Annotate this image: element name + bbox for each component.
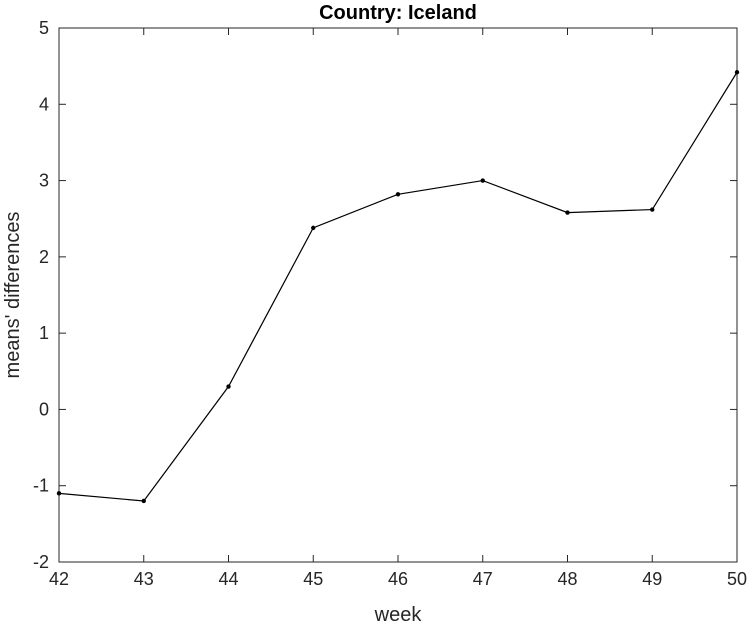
data-point <box>565 210 570 215</box>
x-tick-label: 43 <box>134 569 154 589</box>
data-point <box>141 498 146 504</box>
data-point <box>395 192 401 197</box>
y-tick-label: -1 <box>33 476 49 496</box>
x-tick-label: 49 <box>642 569 662 589</box>
y-tick-label: 0 <box>39 399 49 419</box>
x-tick-label: 48 <box>557 569 577 589</box>
data-point <box>650 207 655 212</box>
plot-area <box>58 27 738 563</box>
data-point <box>480 178 485 183</box>
chart-title: Country: Iceland <box>319 2 477 24</box>
data-point <box>311 225 316 231</box>
data-point <box>226 384 231 389</box>
y-axis-label: means' differences <box>2 212 24 379</box>
x-tick-label: 44 <box>218 569 238 589</box>
x-tick-label: 46 <box>388 569 408 589</box>
y-tick-label: -2 <box>33 552 49 572</box>
x-tick-label: 42 <box>49 569 69 589</box>
y-tick-label: 1 <box>39 323 49 343</box>
data-point <box>734 70 740 75</box>
x-tick-label: 45 <box>303 569 323 589</box>
data-points <box>56 70 740 504</box>
x-tick-label: 50 <box>727 569 747 589</box>
y-tick-label: 4 <box>39 94 49 114</box>
axis-ticks <box>58 27 738 563</box>
x-tick-label: 47 <box>473 569 493 589</box>
y-tick-label: 2 <box>39 247 49 267</box>
y-tick-label: 3 <box>39 171 49 191</box>
y-tick-label: 5 <box>39 18 49 38</box>
x-axis-label: week <box>374 604 423 626</box>
data-point <box>56 491 62 496</box>
